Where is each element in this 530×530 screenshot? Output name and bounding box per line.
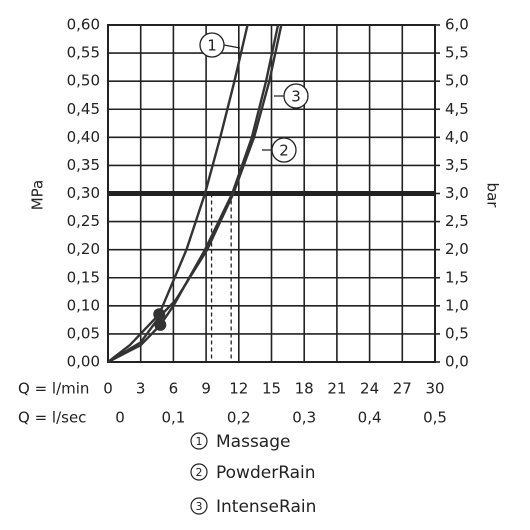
x2-tick-label: 0,4 [358,409,382,427]
y-tick-label: 0,05 [67,324,100,342]
y-tick-label: 0,40 [67,128,100,146]
x-tick-label: 21 [327,380,346,398]
y2-tick-label: 4,0 [445,128,469,146]
y-tick-label: 0,50 [67,72,100,90]
x-tick-label: 18 [295,380,314,398]
marker-point [154,318,167,331]
y2-tick-label: 5,5 [445,44,469,62]
y-tick-label: 0,35 [67,156,100,174]
y-tick-label: 0,15 [67,268,100,286]
x-tick-label: 30 [425,380,444,398]
y-tick-label: 0,00 [67,353,100,371]
y2-tick-label: 1,5 [445,268,469,286]
x-tick-label: 0 [103,380,113,398]
callout-label: 2 [279,142,289,160]
y-tick-label: 0,30 [67,184,100,202]
x-tick-label: 15 [262,380,281,398]
y2-tick-label: 3,0 [445,184,469,202]
x-tick-label: 27 [393,380,412,398]
callout-circle [283,83,309,109]
callout-label: 3 [291,88,301,106]
x2-tick-label: 0,2 [227,409,251,427]
y-tick-label: 0,55 [67,44,100,62]
y2-tick-label: 4,5 [445,100,469,118]
series-line [107,24,249,363]
legend-circle [190,463,208,481]
x-axis-label: Q = l/min [18,380,89,398]
y2-tick-label: 5,0 [445,72,469,90]
y-tick-label: 0,45 [67,100,100,118]
callout-circle [271,137,297,163]
y-tick-label: 0,25 [67,212,100,230]
x2-tick-label: 0 [115,409,125,427]
y2-tick-label: 1,0 [445,296,469,314]
y2-tick-label: 0,0 [445,353,469,371]
y2-tick-label: 2,0 [445,240,469,258]
y-tick-label: 0,10 [67,296,100,314]
y2-tick-label: 6,0 [445,16,469,34]
callout-label: 1 [207,37,217,55]
y2-tick-label: 2,5 [445,212,469,230]
callout-circle [199,32,225,58]
x2-tick-label: 0,5 [423,409,447,427]
y2-axis-label: bar [484,183,502,209]
marker-point [153,308,166,321]
series-line [107,24,280,364]
legend-label: Massage [216,432,290,452]
callout-leader [223,44,241,49]
x2-axis-label: Q = l/sec [18,409,86,427]
y-tick-label: 0,60 [67,16,100,34]
x-tick-label: 3 [136,380,146,398]
x2-tick-label: 0,3 [292,409,316,427]
y-axis-label: MPa [29,180,47,211]
legend-label: PowderRain [216,463,316,483]
legend-number: 1 [196,435,203,448]
x-tick-label: 12 [229,380,248,398]
x-tick-label: 9 [201,380,211,398]
y2-tick-label: 0,5 [445,324,469,342]
x2-tick-label: 0,1 [161,409,185,427]
legend-number: 2 [196,466,203,479]
legend-label: IntenseRain [216,497,316,517]
x-tick-label: 6 [169,380,179,398]
legend-circle [190,497,208,515]
series-line [107,24,283,364]
legend-circle [190,432,208,450]
y2-tick-label: 3,5 [445,156,469,174]
y-tick-label: 0,20 [67,240,100,258]
legend-number: 3 [196,500,203,513]
x-tick-label: 24 [360,380,379,398]
